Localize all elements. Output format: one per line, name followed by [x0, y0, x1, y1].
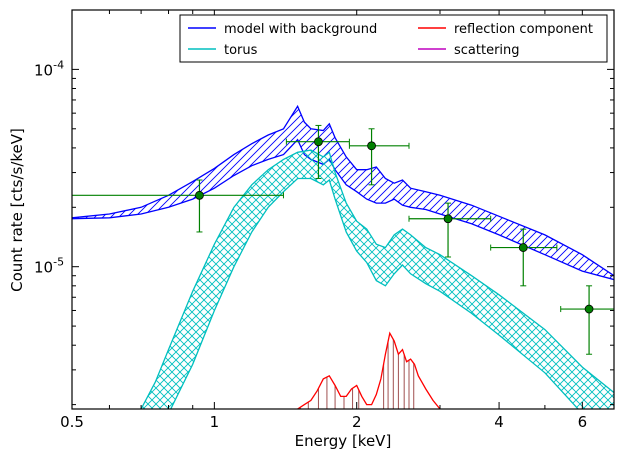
y-tick-label: 10-5 — [34, 256, 64, 277]
data-marker — [584, 304, 594, 314]
x-tick-label: 1 — [210, 413, 220, 431]
data-marker — [518, 243, 528, 252]
x-axis-label: Energy [keV] — [295, 432, 392, 450]
data-point-2 — [348, 128, 410, 186]
legend-label-reflection-component: reflection component — [454, 22, 593, 37]
model-with-background-upper-line — [72, 104, 614, 277]
data-point-1 — [285, 124, 350, 179]
axis-ticks: 0.5 1 2 4 6 10-5 10-4 — [34, 9, 615, 431]
x-tick-label: 2 — [352, 413, 362, 431]
legend-label-model-with-background: model with background — [224, 22, 377, 37]
data-point-3 — [408, 202, 492, 258]
legend-label-scattering: scattering — [454, 43, 520, 58]
y-axis-label: Count rate [cts/s/keV] — [8, 128, 26, 292]
plot-area — [72, 104, 614, 409]
legend: model with background reflection componen… — [179, 14, 608, 63]
model-with-background-lower-line — [72, 138, 614, 281]
torus-upper-line — [140, 149, 614, 409]
y-tick-label: 10-4 — [34, 58, 64, 79]
legend-label-torus: torus — [224, 43, 258, 58]
data-marker — [367, 141, 376, 151]
plot-frame — [71, 9, 615, 410]
data-point-0 — [72, 179, 284, 233]
model-with-background-band-fill — [72, 106, 614, 280]
x-tick-label: 6 — [578, 413, 588, 431]
data-marker — [443, 214, 453, 224]
data-marker — [195, 190, 204, 200]
data-marker — [314, 137, 323, 147]
data-point-4 — [490, 228, 558, 287]
x-tick-label: 0.5 — [60, 413, 84, 431]
x-tick-label: 4 — [494, 413, 504, 431]
data-point-5 — [560, 285, 614, 355]
legend-box — [179, 14, 608, 63]
torus-lower-line — [170, 177, 579, 409]
torus-band-fill — [141, 150, 614, 409]
reflection-component-line — [297, 331, 441, 409]
